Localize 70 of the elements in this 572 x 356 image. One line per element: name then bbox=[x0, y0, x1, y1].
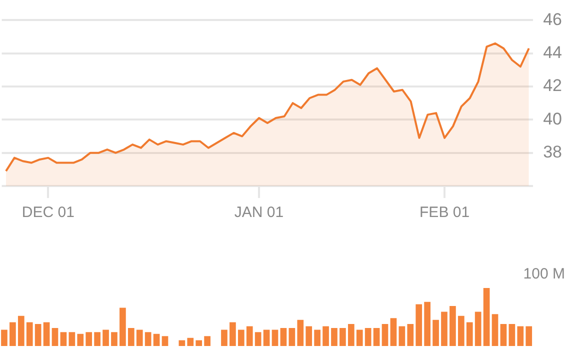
bar bbox=[136, 330, 143, 346]
bar bbox=[144, 332, 152, 346]
bar bbox=[272, 330, 278, 346]
bar bbox=[120, 308, 126, 346]
bar bbox=[102, 330, 109, 346]
bar bbox=[1, 330, 8, 346]
bar bbox=[441, 312, 448, 346]
bar bbox=[517, 326, 524, 346]
y-tick-label: 38 bbox=[543, 142, 562, 162]
bar bbox=[450, 306, 456, 346]
bar bbox=[196, 340, 202, 346]
bar bbox=[153, 334, 160, 346]
bar bbox=[10, 322, 16, 346]
bar bbox=[424, 302, 430, 346]
y-tick-label: 44 bbox=[543, 43, 562, 62]
bar bbox=[373, 328, 380, 346]
bar bbox=[280, 328, 287, 346]
bar bbox=[297, 320, 304, 346]
bar bbox=[111, 332, 118, 346]
bar bbox=[306, 326, 312, 346]
bar bbox=[322, 326, 329, 346]
bar bbox=[407, 324, 414, 346]
bar bbox=[483, 288, 490, 346]
bar bbox=[52, 328, 58, 346]
bar bbox=[432, 320, 439, 346]
bar bbox=[43, 322, 50, 346]
bar bbox=[508, 324, 516, 346]
bar bbox=[221, 330, 228, 346]
bar bbox=[94, 332, 100, 346]
bar bbox=[162, 336, 168, 346]
bar bbox=[34, 324, 42, 346]
bar bbox=[356, 330, 363, 346]
bar bbox=[18, 316, 24, 346]
bar bbox=[86, 332, 92, 346]
bar bbox=[238, 330, 244, 346]
bar bbox=[526, 326, 532, 346]
bar bbox=[500, 324, 507, 346]
y-tick-label: 40 bbox=[543, 109, 562, 128]
bar bbox=[458, 316, 464, 346]
bar bbox=[466, 322, 473, 346]
bar bbox=[331, 328, 338, 346]
bar bbox=[60, 332, 67, 346]
bar bbox=[288, 328, 296, 346]
bar bbox=[263, 330, 270, 346]
bar bbox=[77, 334, 84, 346]
x-tick-label: JAN 01 bbox=[234, 204, 284, 222]
bar bbox=[230, 322, 236, 346]
bar bbox=[390, 318, 397, 346]
bar bbox=[416, 304, 422, 346]
bar bbox=[492, 314, 498, 346]
bar bbox=[348, 324, 354, 346]
bar bbox=[340, 328, 346, 346]
bar bbox=[382, 324, 388, 346]
bar bbox=[314, 330, 320, 346]
bar bbox=[68, 332, 76, 346]
x-tick-label: FEB 01 bbox=[420, 204, 470, 222]
text: 100 M bbox=[523, 266, 565, 283]
bar bbox=[178, 340, 186, 346]
bar bbox=[204, 336, 210, 346]
y-tick-label: 42 bbox=[543, 76, 562, 96]
bar bbox=[254, 332, 262, 346]
bar bbox=[26, 322, 33, 346]
bar bbox=[364, 328, 372, 346]
x-tick-label: DEC 01 bbox=[22, 204, 74, 222]
y-tick-label: 46 bbox=[543, 10, 562, 29]
bar bbox=[474, 312, 482, 346]
bar bbox=[187, 338, 194, 346]
bar bbox=[246, 326, 253, 346]
bar bbox=[398, 326, 406, 346]
bar bbox=[128, 328, 134, 346]
